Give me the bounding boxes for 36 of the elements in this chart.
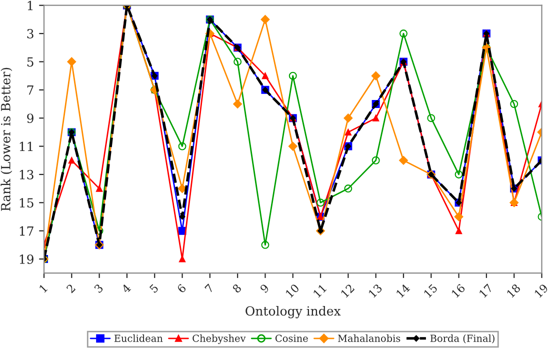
y-tick-label: 7 — [27, 86, 34, 95]
x-tick-label: 3 — [94, 284, 104, 294]
y-tick-label: 9 — [27, 114, 34, 124]
y-tick-label: 1 — [28, 0, 32, 10]
x-tick-label: 8 — [232, 283, 242, 294]
legend-label: Borda (Final) — [430, 334, 494, 344]
y-axis-title: Rank (Lower is Better) — [0, 68, 12, 211]
x-tick-label: 15 — [423, 284, 438, 298]
y-tick-label: 15 — [20, 198, 34, 208]
y-tick-label: 11 — [20, 142, 32, 152]
x-tick-label: 11 — [312, 284, 327, 298]
x-tick-label: 10 — [285, 283, 300, 298]
x-tick-label: 5 — [149, 284, 159, 294]
x-tick-label: 12 — [340, 284, 355, 298]
x-tick-label: 16 — [451, 283, 466, 298]
y-tick-label: 13 — [20, 170, 34, 180]
legend-label: Euclidean — [114, 334, 163, 342]
x-tick-label: 17 — [478, 284, 494, 298]
y-tick-label: 3 — [27, 29, 34, 38]
x-axis-title: Ontology index — [246, 306, 341, 318]
x-tick-label: 18 — [506, 283, 521, 298]
y-tick-label: 17 — [20, 226, 34, 236]
legend-label: Cosine — [275, 334, 308, 342]
x-tick-label: 4 — [121, 283, 132, 294]
x-tick-label: 19 — [534, 283, 548, 298]
x-tick-label: 1 — [38, 284, 48, 293]
legend-label: Mahalanobis — [338, 334, 400, 342]
x-tick-label: 7 — [204, 284, 214, 294]
y-tick-label: 5 — [27, 57, 34, 67]
legend-label: Chebyshev — [192, 334, 246, 344]
x-tick-label: 13 — [368, 284, 383, 298]
x-tick-label: 2 — [66, 284, 76, 294]
x-tick-label: 14 — [396, 283, 410, 298]
x-tick-label: 6 — [176, 283, 187, 294]
y-tick-label: 19 — [20, 254, 34, 264]
x-tick-label: 9 — [260, 283, 270, 294]
